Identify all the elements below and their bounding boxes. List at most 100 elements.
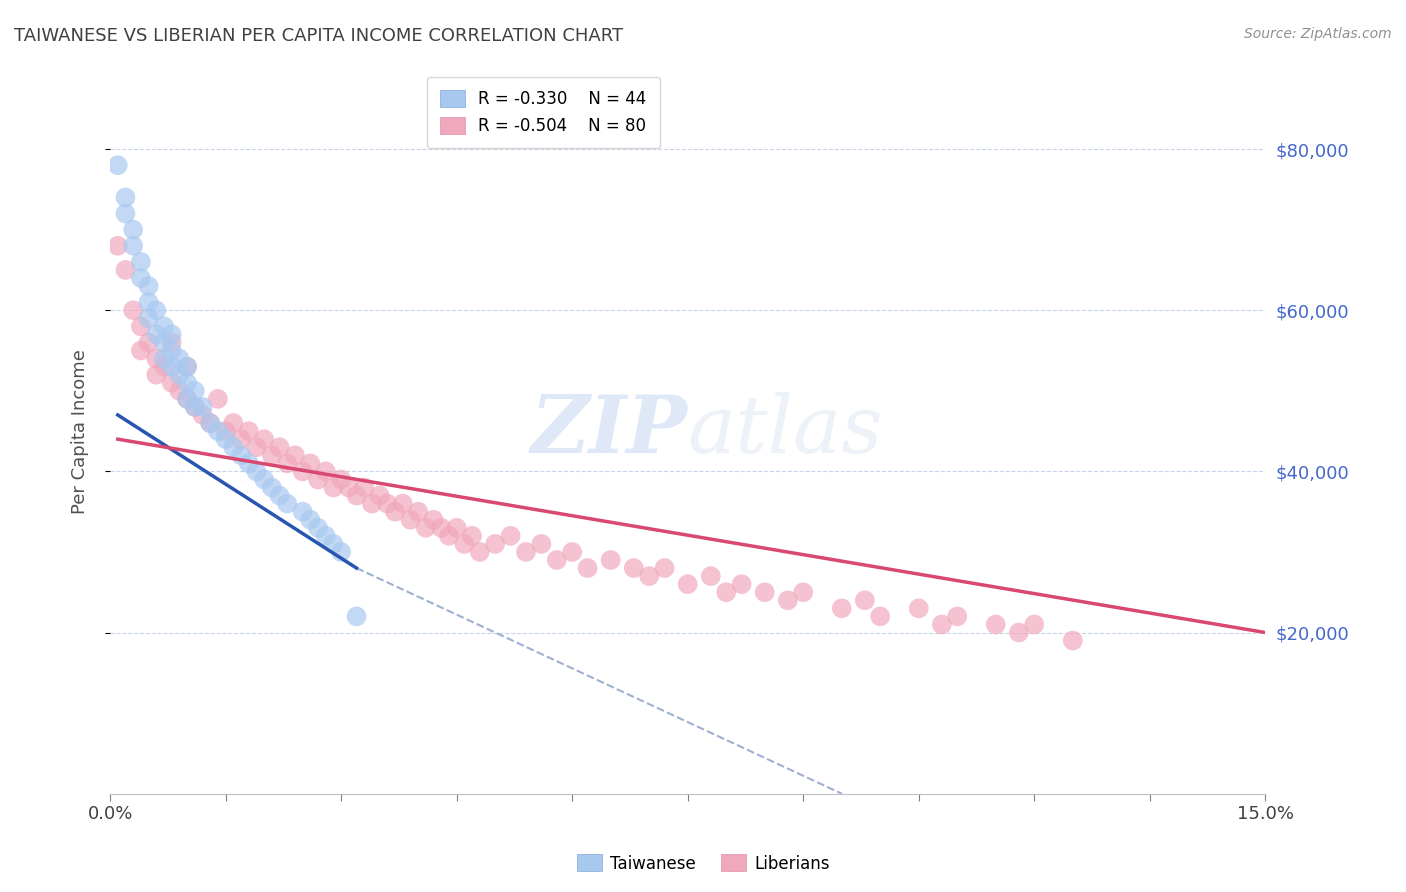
Point: [307, 521, 329, 535]
Point: [129, 319, 152, 334]
Point: [468, 545, 491, 559]
Point: [375, 497, 398, 511]
Point: [831, 601, 853, 615]
Point: [176, 392, 198, 406]
Point: [114, 190, 136, 204]
Point: [160, 327, 183, 342]
Point: [160, 376, 183, 390]
Point: [214, 432, 236, 446]
Point: [107, 239, 129, 253]
Point: [238, 456, 260, 470]
Point: [384, 505, 406, 519]
Point: [169, 351, 191, 366]
Text: ZIP: ZIP: [531, 392, 688, 470]
Legend: R = -0.330    N = 44, R = -0.504    N = 80: R = -0.330 N = 44, R = -0.504 N = 80: [426, 77, 659, 148]
Point: [269, 489, 291, 503]
Point: [307, 472, 329, 486]
Point: [576, 561, 599, 575]
Point: [138, 295, 160, 310]
Point: [138, 279, 160, 293]
Point: [484, 537, 506, 551]
Point: [461, 529, 484, 543]
Point: [437, 529, 460, 543]
Y-axis label: Per Capita Income: Per Capita Income: [72, 349, 89, 514]
Point: [214, 424, 236, 438]
Point: [638, 569, 661, 583]
Point: [129, 255, 152, 269]
Point: [191, 408, 214, 422]
Point: [153, 351, 176, 366]
Point: [546, 553, 568, 567]
Point: [138, 311, 160, 326]
Point: [129, 343, 152, 358]
Point: [299, 513, 322, 527]
Point: [269, 440, 291, 454]
Point: [346, 489, 368, 503]
Point: [337, 481, 360, 495]
Point: [122, 303, 145, 318]
Point: [229, 448, 252, 462]
Point: [700, 569, 723, 583]
Point: [260, 448, 283, 462]
Point: [129, 271, 152, 285]
Point: [315, 529, 337, 543]
Point: [222, 440, 245, 454]
Point: [122, 239, 145, 253]
Point: [391, 497, 413, 511]
Point: [160, 335, 183, 350]
Point: [654, 561, 676, 575]
Point: [716, 585, 738, 599]
Point: [176, 376, 198, 390]
Point: [169, 368, 191, 382]
Point: [406, 505, 429, 519]
Point: [1024, 617, 1046, 632]
Point: [276, 497, 298, 511]
Point: [200, 416, 222, 430]
Point: [453, 537, 475, 551]
Point: [776, 593, 799, 607]
Point: [200, 416, 222, 430]
Point: [330, 545, 353, 559]
Point: [599, 553, 621, 567]
Point: [207, 392, 229, 406]
Point: [931, 617, 953, 632]
Point: [499, 529, 522, 543]
Point: [330, 472, 353, 486]
Point: [353, 481, 375, 495]
Point: [114, 263, 136, 277]
Point: [184, 400, 207, 414]
Point: [368, 489, 391, 503]
Point: [792, 585, 814, 599]
Point: [191, 400, 214, 414]
Point: [153, 319, 176, 334]
Point: [153, 335, 176, 350]
Text: Source: ZipAtlas.com: Source: ZipAtlas.com: [1244, 27, 1392, 41]
Point: [430, 521, 453, 535]
Point: [869, 609, 891, 624]
Point: [530, 537, 553, 551]
Point: [984, 617, 1007, 632]
Point: [253, 472, 276, 486]
Point: [184, 384, 207, 398]
Point: [260, 481, 283, 495]
Point: [361, 497, 384, 511]
Point: [446, 521, 468, 535]
Point: [176, 359, 198, 374]
Point: [399, 513, 422, 527]
Point: [207, 424, 229, 438]
Point: [676, 577, 699, 591]
Point: [299, 456, 322, 470]
Point: [346, 609, 368, 624]
Point: [623, 561, 645, 575]
Point: [422, 513, 444, 527]
Point: [107, 158, 129, 172]
Point: [145, 327, 167, 342]
Point: [169, 384, 191, 398]
Point: [322, 537, 344, 551]
Point: [515, 545, 537, 559]
Point: [245, 440, 267, 454]
Text: TAIWANESE VS LIBERIAN PER CAPITA INCOME CORRELATION CHART: TAIWANESE VS LIBERIAN PER CAPITA INCOME …: [14, 27, 623, 45]
Point: [153, 359, 176, 374]
Point: [145, 368, 167, 382]
Point: [176, 359, 198, 374]
